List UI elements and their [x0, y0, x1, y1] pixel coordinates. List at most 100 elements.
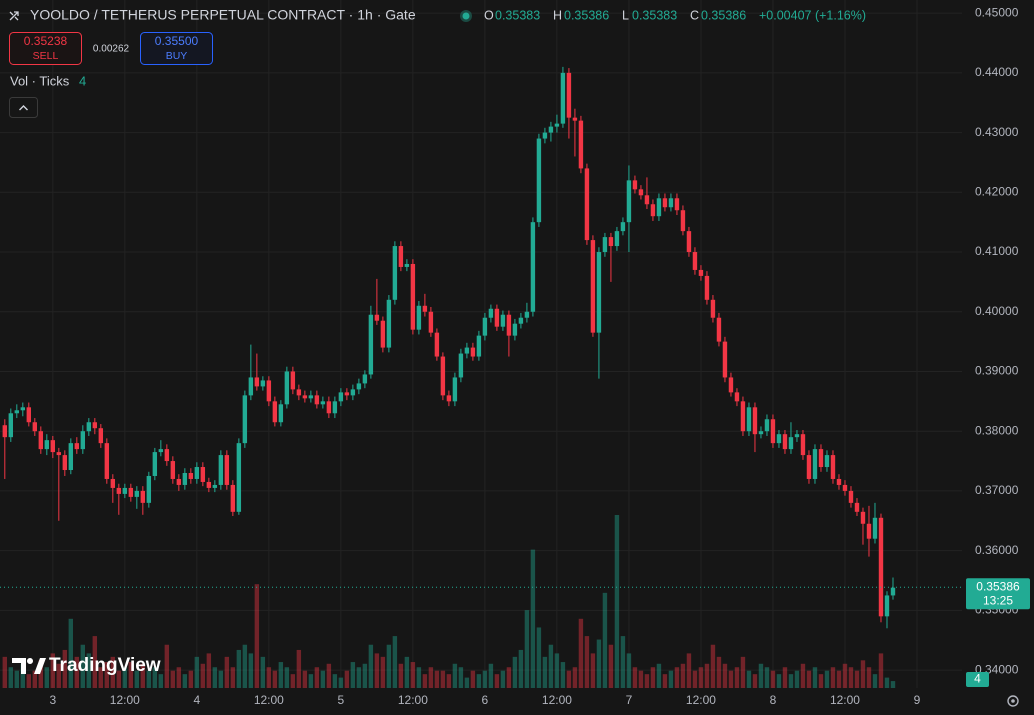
candle-body	[560, 72, 566, 124]
volume-bar	[398, 663, 404, 688]
indicator-name[interactable]: Vol · Ticks	[10, 73, 70, 88]
candle-body	[884, 595, 890, 617]
candle-body	[56, 452, 62, 456]
candle-body	[416, 305, 422, 330]
volume-bar	[584, 636, 590, 688]
candle-body	[344, 392, 350, 396]
status-dot	[462, 12, 470, 20]
candle-body	[356, 383, 362, 390]
volume-bar	[842, 663, 848, 688]
candle-body	[632, 180, 638, 190]
candle-body	[476, 335, 482, 357]
volume-bar	[578, 618, 584, 688]
candle-body	[26, 407, 32, 423]
volume-bar	[668, 670, 674, 688]
candle-body	[272, 401, 278, 423]
candle-body	[140, 490, 146, 503]
x-tick-label: 12:00	[254, 693, 284, 707]
candle-body	[302, 395, 308, 399]
y-tick-label: 0.42000	[975, 184, 1019, 198]
candle-body	[368, 314, 374, 375]
candle-body	[392, 246, 398, 300]
candle-body	[428, 311, 434, 333]
volume-bar	[86, 653, 92, 688]
candle-body	[86, 422, 92, 432]
candle-body	[716, 317, 722, 342]
candle-body	[554, 123, 560, 127]
candle-body	[362, 374, 368, 384]
volume-bar	[98, 667, 104, 688]
candle-body	[164, 449, 170, 462]
volume-bar	[332, 674, 338, 688]
volume-bar	[314, 667, 320, 688]
candle-body	[278, 404, 284, 423]
volume-bar	[194, 656, 200, 688]
candle-body	[182, 473, 188, 485]
volume-bar	[674, 667, 680, 688]
candle-body	[866, 523, 872, 539]
candle-body	[680, 210, 686, 232]
ohlc-value: 0.35386	[701, 8, 746, 22]
candle-body	[704, 275, 710, 300]
volume-bar	[680, 663, 686, 688]
candle-body	[674, 198, 680, 211]
candle-body	[770, 419, 776, 444]
volume-bar	[254, 584, 260, 688]
volume-bar	[746, 670, 752, 688]
volume-bars	[2, 515, 896, 688]
candle-body	[404, 263, 410, 267]
volume-bar	[560, 662, 566, 688]
candle-body	[590, 240, 596, 333]
candle-body	[386, 299, 392, 348]
volume-bar	[728, 670, 734, 688]
volume-bar	[92, 636, 98, 688]
volume-bar	[800, 663, 806, 688]
candle-body	[566, 72, 572, 118]
x-tick-label: 12:00	[110, 693, 140, 707]
candle-body	[350, 389, 356, 396]
volume-bar	[104, 662, 110, 688]
volume-bar	[206, 653, 212, 688]
candle-body	[530, 222, 536, 312]
candle-body	[380, 320, 386, 348]
settings-icon[interactable]	[1007, 695, 1019, 707]
candle-body	[698, 269, 704, 276]
y-tick-label: 0.38000	[975, 423, 1019, 437]
ohlc-key: L	[622, 8, 629, 22]
volume-bar	[212, 667, 218, 688]
ohlc-value: 0.35383	[632, 8, 677, 22]
candle-body	[44, 440, 50, 450]
volume-bar	[260, 656, 266, 688]
volume-bar	[248, 653, 254, 688]
volume-bar	[62, 649, 68, 688]
volume-bar	[170, 670, 176, 688]
candle-body	[578, 120, 584, 169]
volume-bar	[452, 663, 458, 688]
volume-bar	[590, 653, 596, 688]
sell-button[interactable]	[9, 32, 82, 65]
volume-bar	[26, 674, 32, 688]
volume-bar	[626, 653, 632, 688]
volume-bar	[818, 674, 824, 688]
settings-icon-center	[1011, 699, 1015, 703]
collapse-icon	[19, 105, 28, 111]
volume-bar	[698, 667, 704, 688]
volume-bar	[782, 667, 788, 688]
volume-bar	[458, 667, 464, 688]
volume-bar	[470, 670, 476, 688]
volume-bar	[644, 674, 650, 688]
grid	[0, 0, 962, 688]
candle-body	[722, 341, 728, 378]
volume-bar	[434, 670, 440, 688]
candle-body	[98, 428, 104, 444]
chart-title[interactable]: YOOLDO / TETHERUS PERPETUAL CONTRACT · 1…	[30, 7, 416, 23]
volume-bar	[356, 667, 362, 688]
candle-body	[326, 401, 332, 414]
collapse-button[interactable]	[9, 97, 38, 118]
buy-button[interactable]	[140, 32, 213, 65]
volume-bar	[176, 667, 182, 688]
price-change: +0.00407 (+1.16%)	[759, 8, 866, 22]
candle-body	[506, 314, 512, 336]
candle-body	[824, 455, 830, 468]
candle-body	[818, 449, 824, 468]
